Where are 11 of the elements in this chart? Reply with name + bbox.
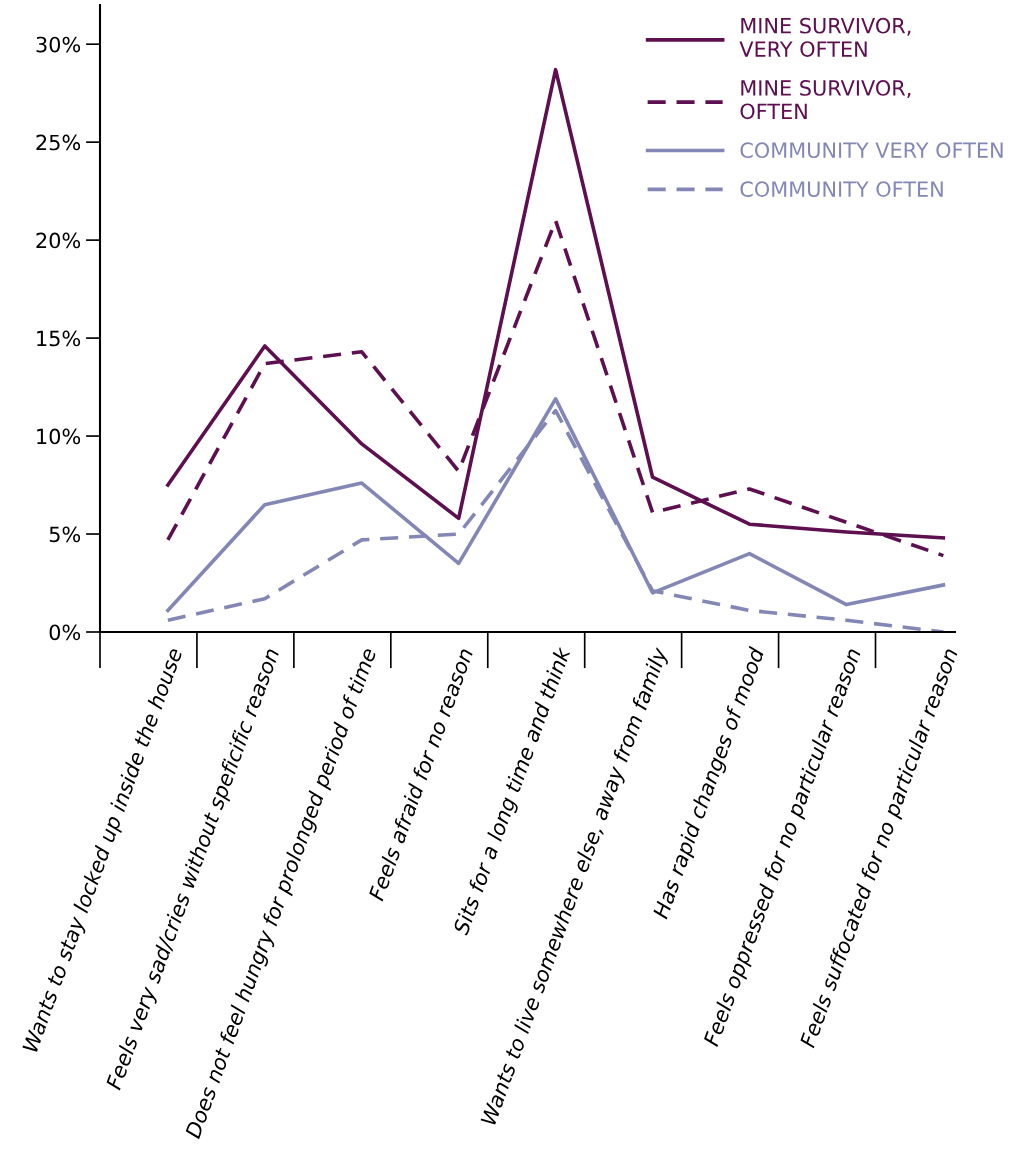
y-tick-label: 5%: [49, 526, 81, 543]
legend-label: MINE SURVIVOR, OFTEN: [740, 80, 911, 120]
legend-label: MINE SURVIVOR, VERY OFTEN: [739, 17, 911, 57]
y-tick-label: 15%: [37, 330, 81, 347]
legend-label: COMMUNITY VERY OFTEN: [740, 142, 1003, 159]
legend-label: COMMUNITY OFTEN: [740, 181, 943, 197]
y-tick-label: 25%: [36, 134, 81, 151]
y-tick-label: 10%: [37, 428, 81, 445]
y-tick-label: 30%: [36, 36, 81, 53]
y-tick-label: 0%: [49, 624, 81, 641]
y-tick-label: 20%: [36, 232, 81, 249]
